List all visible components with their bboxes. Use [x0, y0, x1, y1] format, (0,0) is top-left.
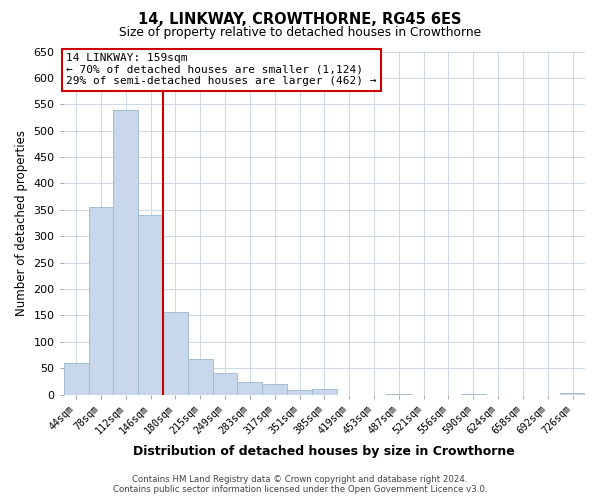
- Y-axis label: Number of detached properties: Number of detached properties: [15, 130, 28, 316]
- Text: 14, LINKWAY, CROWTHORNE, RG45 6ES: 14, LINKWAY, CROWTHORNE, RG45 6ES: [138, 12, 462, 28]
- Text: Contains HM Land Registry data © Crown copyright and database right 2024.
Contai: Contains HM Land Registry data © Crown c…: [113, 474, 487, 494]
- Bar: [238, 382, 262, 394]
- Bar: [89, 207, 113, 394]
- Bar: [312, 390, 337, 394]
- Bar: [212, 374, 238, 394]
- Bar: [64, 363, 89, 394]
- Bar: [560, 393, 585, 394]
- X-axis label: Distribution of detached houses by size in Crowthorne: Distribution of detached houses by size …: [133, 444, 515, 458]
- Text: 14 LINKWAY: 159sqm
← 70% of detached houses are smaller (1,124)
29% of semi-deta: 14 LINKWAY: 159sqm ← 70% of detached hou…: [67, 53, 377, 86]
- Bar: [287, 390, 312, 394]
- Bar: [188, 358, 212, 394]
- Bar: [163, 312, 188, 394]
- Bar: [262, 384, 287, 394]
- Bar: [113, 110, 138, 395]
- Text: Size of property relative to detached houses in Crowthorne: Size of property relative to detached ho…: [119, 26, 481, 39]
- Bar: [138, 215, 163, 394]
